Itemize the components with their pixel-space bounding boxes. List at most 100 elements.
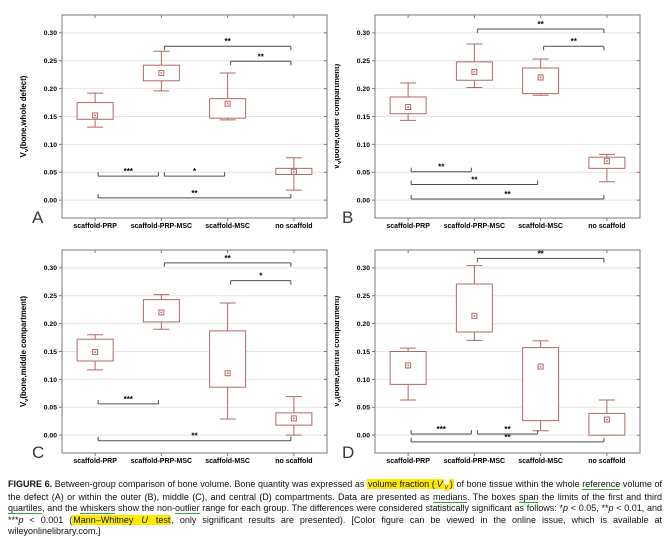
caption-segment: span — [518, 491, 539, 503]
significance-label: *** — [124, 167, 134, 176]
caption-segment: U — [140, 514, 149, 525]
caption-segment: Mann–Whitney — [72, 514, 141, 525]
caption-segment: quartiles — [8, 503, 43, 515]
panel-letter: C — [32, 443, 44, 462]
caption-segment: test — [148, 514, 172, 525]
significance-label: * — [259, 272, 263, 281]
y-tick-label: 0.10 — [357, 377, 370, 384]
category-label: scaffold-MSC — [205, 458, 250, 465]
boxplot-panel-a: 0.00 0.05 0.10 0.15 0.20 0.25 0.30 scaffold-PRP… — [0, 0, 335, 240]
category-label: scaffold-PRP-MSC — [444, 223, 505, 230]
significance-label: ** — [438, 163, 445, 172]
y-tick-label: 0.15 — [44, 349, 57, 356]
y-tick-label: 0.00 — [357, 198, 370, 205]
significance-label: ** — [504, 190, 511, 199]
boxplot-panel-c: 0.00 0.05 0.10 0.15 0.20 0.25 0.30 scaffold-PRP… — [0, 240, 335, 475]
category-label: scaffold-PRP — [73, 458, 117, 465]
caption-segment: whiskers — [80, 503, 116, 515]
y-tick-label: 0.20 — [44, 86, 57, 93]
caption-segment: show the non- — [115, 503, 176, 514]
median-marker-dot — [539, 365, 542, 368]
significance-label: *** — [124, 395, 134, 404]
caption-segment: p — [608, 503, 614, 514]
category-label: scaffold-MSC — [518, 458, 563, 465]
y-tick-label: 0.25 — [357, 58, 370, 65]
y-tick-label: 0.05 — [44, 170, 57, 177]
boxplot-panel-d: 0.00 0.05 0.10 0.15 0.20 0.25 0.30 scaffold-PRP… — [335, 240, 671, 475]
significance-label: ** — [504, 425, 511, 434]
panel-chart-svg-b: 0.00 0.05 0.10 0.15 0.20 0.25 0.30 scaffold-PRP… — [335, 14, 641, 230]
figure-caption: FIGURE 6. Between-group comparison of bo… — [0, 475, 671, 538]
median-marker-dot — [293, 417, 295, 420]
y-axis-title: Vv(bone,whole defect) — [19, 75, 30, 157]
median-marker-dot — [160, 72, 163, 74]
y-tick-label: 0.25 — [357, 293, 370, 300]
category-label: no scaffold — [588, 223, 625, 230]
y-tick-label: 0.10 — [44, 142, 57, 149]
significance-label: ** — [538, 20, 545, 29]
y-tick-label: 0.25 — [44, 58, 57, 65]
y-axis-title: Vv(bone,outer compartment) — [335, 63, 343, 169]
panel-chart-svg-d: 0.00 0.05 0.10 0.15 0.20 0.25 0.30 scaffold-PRP… — [335, 249, 641, 465]
significance-label: ** — [225, 37, 232, 46]
category-label: scaffold-MSC — [518, 223, 563, 230]
category-label: scaffold-MSC — [205, 223, 250, 230]
caption-segment: V — [435, 479, 444, 489]
significance-label: ** — [538, 249, 545, 258]
y-tick-label: 0.10 — [357, 142, 370, 149]
caption-segment: < 0.05, ** — [568, 503, 609, 514]
y-tick-label: 0.25 — [44, 293, 57, 300]
box — [522, 67, 560, 95]
panels-grid: 0.00 0.05 0.10 0.15 0.20 0.25 0.30 scaffold-PRP… — [0, 0, 671, 475]
median-marker-dot — [293, 170, 295, 173]
caption-segment: Between-group comparison of bone volume.… — [52, 479, 367, 489]
category-label: scaffold-PRP — [73, 223, 117, 230]
median-marker-dot — [539, 76, 542, 79]
caption-segment: outlier — [175, 503, 200, 515]
y-axis-title: Vv(bone,central compartment) — [335, 295, 343, 407]
median-marker-dot — [226, 372, 229, 375]
median-marker-dot — [473, 71, 476, 73]
caption-segment: of bone tissue within the whole — [453, 479, 583, 489]
category-label: no scaffold — [275, 458, 312, 465]
y-tick-label: 0.30 — [44, 30, 57, 37]
box — [209, 98, 247, 119]
panel-letter: D — [342, 443, 354, 462]
caption-segment: the limits of the first and third — [538, 491, 662, 502]
median-marker-dot — [606, 160, 608, 162]
category-label: scaffold-PRP — [386, 223, 430, 230]
caption-segment: reference — [582, 479, 621, 490]
y-tick-label: 0.15 — [44, 114, 57, 121]
category-label: scaffold-PRP-MSC — [131, 223, 192, 230]
y-tick-label: 0.00 — [357, 433, 370, 440]
panel-letter: B — [342, 208, 353, 227]
y-tick-label: 0.05 — [44, 405, 57, 412]
caption-segment: FIGURE 6. — [8, 479, 53, 489]
significance-label: ** — [504, 433, 511, 442]
y-tick-label: 0.05 — [357, 170, 370, 177]
median-marker-dot — [473, 315, 476, 317]
box — [209, 330, 247, 388]
y-axis-title: Vv(bone,middle compartment) — [19, 296, 30, 408]
significance-label: ** — [258, 52, 265, 61]
significance-label: * — [193, 167, 197, 176]
box — [588, 412, 626, 436]
y-tick-label: 0.10 — [44, 377, 57, 384]
caption-segment: medians — [433, 491, 468, 503]
category-label: scaffold-PRP-MSC — [444, 458, 505, 465]
box — [455, 283, 493, 333]
category-label: no scaffold — [588, 458, 625, 465]
significance-label: ** — [571, 37, 578, 46]
y-tick-label: 0.20 — [357, 86, 370, 93]
caption-segment: p — [18, 514, 24, 525]
caption-segment: , only significant results are presented… — [8, 514, 662, 537]
category-label: no scaffold — [275, 223, 312, 230]
caption-segment: < 0.001 ( — [23, 514, 73, 525]
median-marker-dot — [606, 418, 608, 421]
caption-segment: < 0.01, and *** — [8, 503, 663, 525]
caption-segment: ) — [448, 479, 454, 489]
category-label: scaffold-PRP — [386, 458, 430, 465]
median-marker-dot — [94, 351, 96, 353]
y-tick-label: 0.15 — [357, 114, 370, 121]
y-tick-label: 0.30 — [357, 30, 370, 37]
